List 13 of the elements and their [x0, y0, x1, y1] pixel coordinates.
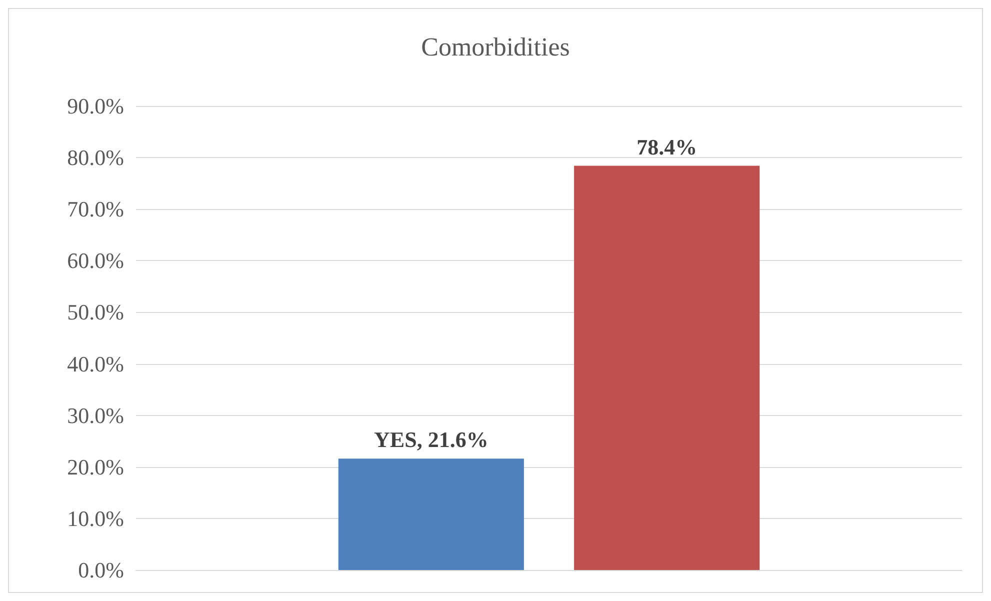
y-tick-label: 90.0% — [67, 94, 124, 118]
y-tick-label: 50.0% — [67, 300, 124, 325]
y-tick-label: 0.0% — [78, 558, 124, 582]
y-tick-label: 60.0% — [67, 248, 124, 274]
data-label: 78.4% — [636, 134, 698, 160]
chart-title: Comorbidities — [421, 32, 570, 62]
y-tick-label: 10.0% — [67, 506, 124, 531]
y-tick-label: 80.0% — [67, 145, 124, 170]
y-tick-label: 30.0% — [67, 402, 124, 428]
y-tick-label: 40.0% — [67, 351, 124, 376]
y-tick-label: 20.0% — [67, 454, 124, 480]
y-tick-label: 70.0% — [67, 196, 124, 222]
data-label: YES, 21.6% — [374, 427, 488, 452]
